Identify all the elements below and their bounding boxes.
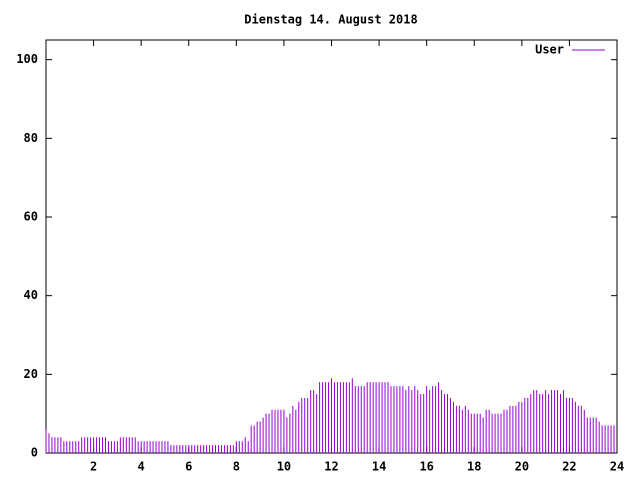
y-tick-label: 60 bbox=[24, 210, 38, 224]
x-tick-label: 4 bbox=[138, 460, 145, 474]
y-tick-label: 100 bbox=[16, 52, 38, 66]
x-tick-label: 12 bbox=[324, 460, 338, 474]
x-tick-label: 16 bbox=[419, 460, 433, 474]
x-tick-label: 2 bbox=[90, 460, 97, 474]
x-tick-label: 24 bbox=[610, 460, 624, 474]
y-tick-label: 80 bbox=[24, 131, 38, 145]
y-tick-label: 20 bbox=[24, 367, 38, 381]
legend-label: User bbox=[535, 43, 564, 57]
chart-title: Dienstag 14. August 2018 bbox=[244, 13, 417, 27]
x-tick-label: 10 bbox=[277, 460, 291, 474]
y-tick-label: 40 bbox=[24, 288, 38, 302]
x-tick-label: 22 bbox=[562, 460, 576, 474]
x-tick-label: 8 bbox=[233, 460, 240, 474]
x-tick-label: 18 bbox=[467, 460, 481, 474]
x-tick-label: 6 bbox=[185, 460, 192, 474]
y-tick-label: 0 bbox=[31, 446, 38, 460]
x-tick-label: 14 bbox=[372, 460, 386, 474]
x-tick-label: 20 bbox=[515, 460, 529, 474]
